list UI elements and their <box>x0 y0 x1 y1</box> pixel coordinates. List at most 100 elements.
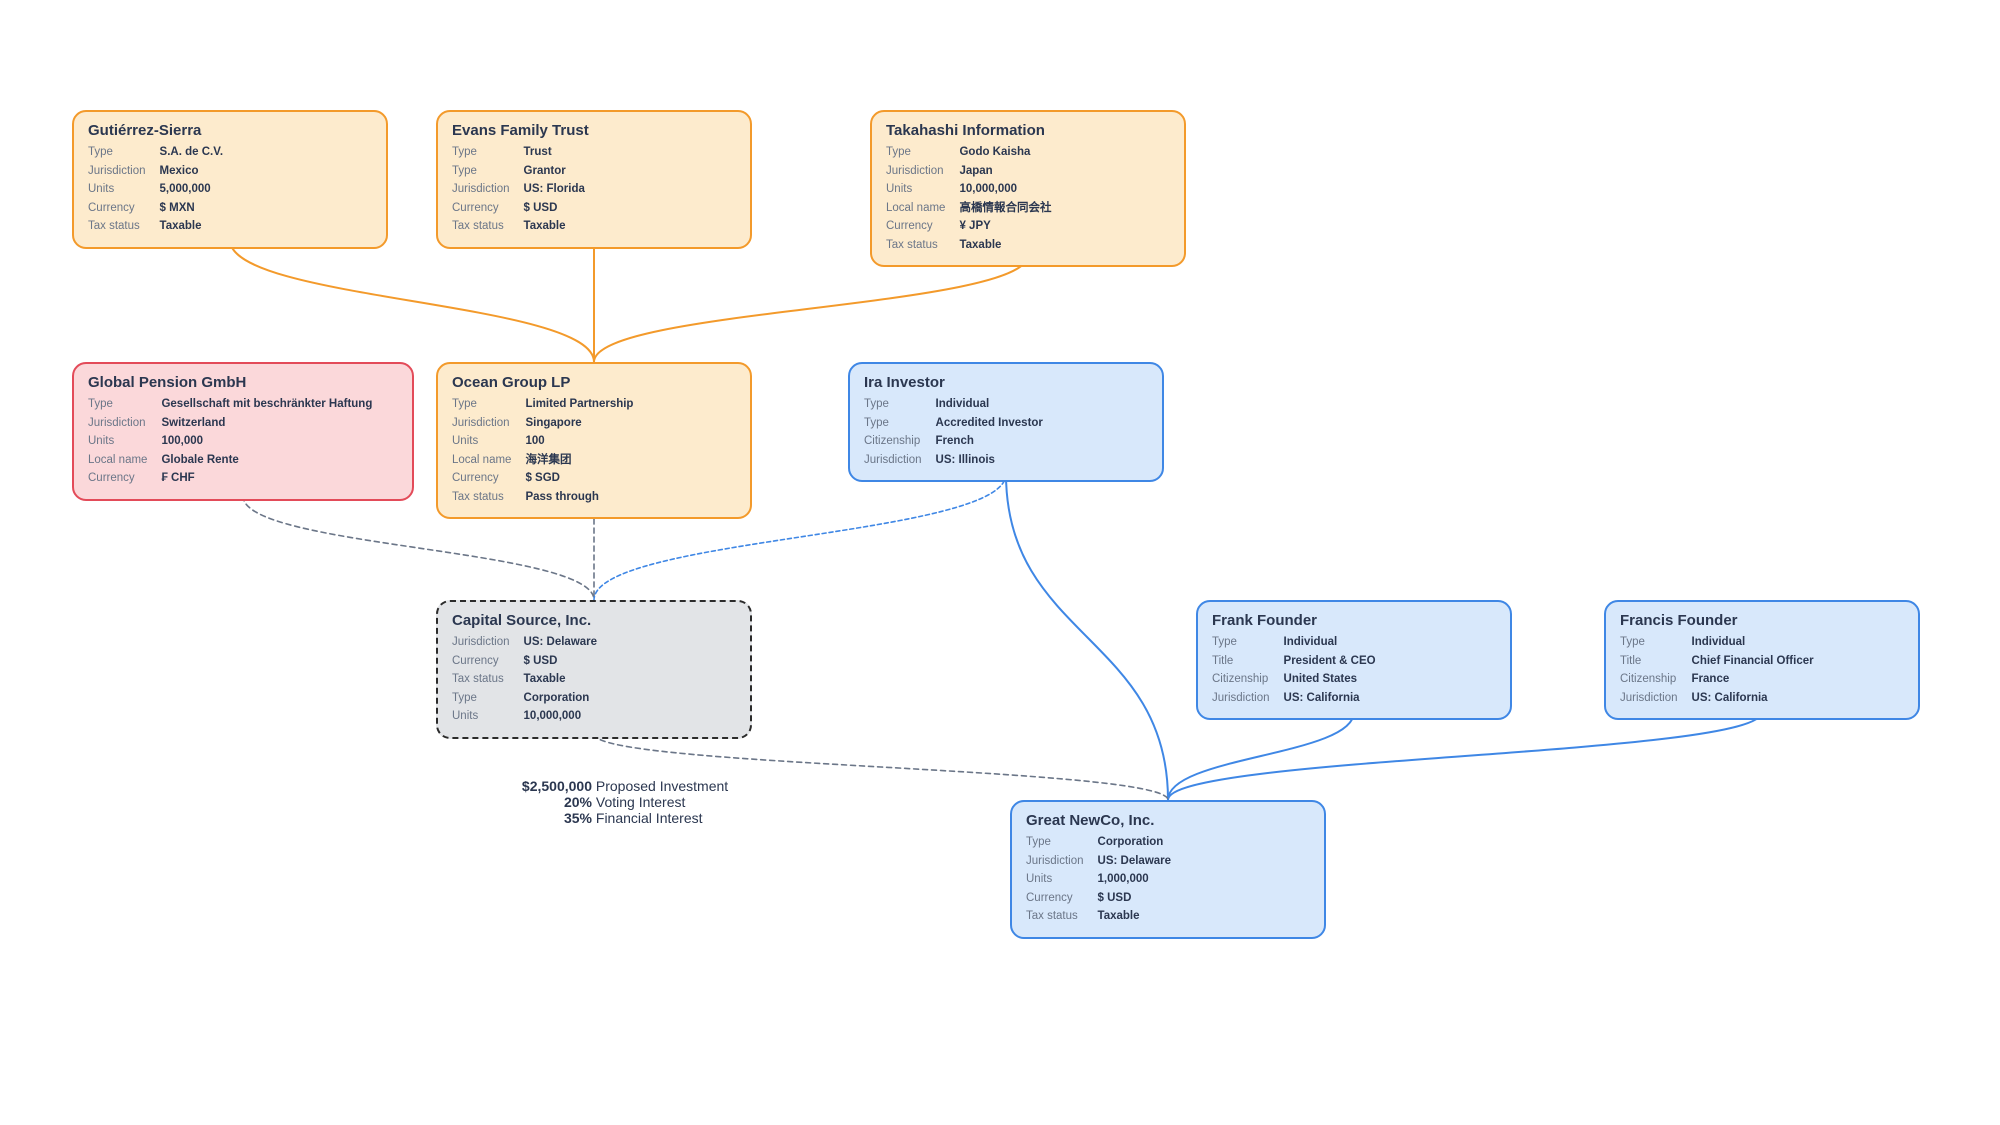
row-label: Currency <box>452 201 510 217</box>
row-value: Japan <box>959 164 1170 180</box>
row-label: Local name <box>452 453 511 469</box>
row-label: Type <box>452 164 510 180</box>
row-value: President & CEO <box>1284 654 1496 670</box>
row-value: Taxable <box>959 238 1170 254</box>
row-value: Taxable <box>160 219 372 235</box>
row-value: Switzerland <box>161 416 398 432</box>
row-value: Taxable <box>524 672 736 688</box>
row-value: 10,000,000 <box>959 182 1170 198</box>
node-ocean[interactable]: Ocean Group LPTypeLimited PartnershipJur… <box>436 362 752 519</box>
node-francis[interactable]: Francis FounderTypeIndividualTitleChief … <box>1604 600 1920 720</box>
row-label: Type <box>88 145 146 161</box>
edge-takahashi-to-ocean <box>594 255 1028 362</box>
row-value: Singapore <box>525 416 736 432</box>
node-rows: TypeIndividualTitleChief Financial Offic… <box>1620 635 1904 706</box>
edge-francis-to-newco <box>1168 712 1762 800</box>
row-label: Tax status <box>452 490 511 506</box>
edge-frank-to-newco <box>1168 712 1354 800</box>
node-title: Global Pension GmbH <box>88 374 398 391</box>
node-title: Capital Source, Inc. <box>452 612 736 629</box>
row-label: Type <box>88 397 147 413</box>
row-value: 10,000,000 <box>524 709 736 725</box>
row-label: Jurisdiction <box>886 164 945 180</box>
row-value: ¥ JPY <box>959 219 1170 235</box>
row-label: Jurisdiction <box>452 635 510 651</box>
node-takahashi[interactable]: Takahashi InformationTypeGodo KaishaJuri… <box>870 110 1186 267</box>
row-label: Jurisdiction <box>1620 691 1678 707</box>
row-label: Tax status <box>452 672 510 688</box>
row-value: Corporation <box>524 691 736 707</box>
legend-line: 35% Financial Interest <box>482 810 728 826</box>
row-label: Jurisdiction <box>864 453 922 469</box>
row-label: Type <box>452 691 510 707</box>
row-label: Title <box>1212 654 1270 670</box>
row-label: Type <box>1026 835 1084 851</box>
diagram-canvas: Gutiérrez-SierraTypeS.A. de C.V.Jurisdic… <box>0 0 2000 1125</box>
row-label: Type <box>452 397 511 413</box>
row-label: Tax status <box>88 219 146 235</box>
row-value: Limited Partnership <box>525 397 736 413</box>
legend-line: $2,500,000 Proposed Investment <box>482 778 728 794</box>
row-label: Currency <box>88 201 146 217</box>
row-label: Currency <box>886 219 945 235</box>
edge-gutierrez-to-ocean <box>230 240 594 362</box>
node-rows: Type Limited Partnership Jurisdiction Singa… <box>452 397 736 505</box>
row-value: Godo Kaisha <box>959 145 1170 161</box>
investment-legend: $2,500,000 Proposed Investment20% Voting… <box>482 778 728 826</box>
row-label: Jurisdiction <box>88 164 146 180</box>
row-label: Jurisdiction <box>1026 854 1084 870</box>
row-value: Gesellschaft mit beschränkter Haftung <box>161 397 398 413</box>
node-ira[interactable]: Ira InvestorTypeIndividualTypeAccredited… <box>848 362 1164 482</box>
node-rows: TypeIndividualTitlePresident & CEOCitize… <box>1212 635 1496 706</box>
row-label: Jurisdiction <box>452 182 510 198</box>
row-value: US: Delaware <box>524 635 736 651</box>
row-label: Citizenship <box>1620 672 1678 688</box>
node-title: Gutiérrez-Sierra <box>88 122 372 139</box>
row-value: 100 <box>525 434 736 450</box>
row-label: Units <box>452 709 510 725</box>
edge-ira-to-newco <box>1006 474 1168 800</box>
row-value: 1,000,000 <box>1098 872 1310 888</box>
node-rows: TypeIndividualTypeAccredited InvestorCit… <box>864 397 1148 468</box>
row-label: Currency <box>88 471 147 487</box>
row-value: $ MXN <box>160 201 372 217</box>
row-label: Type <box>452 145 510 161</box>
row-value: French <box>936 434 1148 450</box>
row-value: US: California <box>1692 691 1904 707</box>
row-value: US: Illinois <box>936 453 1148 469</box>
row-label: Jurisdiction <box>452 416 511 432</box>
row-label: Citizenship <box>1212 672 1270 688</box>
row-label: Type <box>864 416 922 432</box>
row-label: Local name <box>88 453 147 469</box>
row-value: $ USD <box>1098 891 1310 907</box>
node-rows: Type Gesellschaft mit beschränkter Haftun… <box>88 397 398 487</box>
row-value: $ USD <box>524 654 736 670</box>
node-capsrc[interactable]: Capital Source, Inc. Jurisdiction US: Dela… <box>436 600 752 739</box>
row-label: Citizenship <box>864 434 922 450</box>
row-label: Units <box>1026 872 1084 888</box>
row-value: ₣ CHF <box>161 471 398 487</box>
row-label: Type <box>886 145 945 161</box>
node-rows: JurisdictionUS: DelawareCurrency$ USDTax… <box>452 635 736 725</box>
node-gmbh[interactable]: Global Pension GmbH Type Gesellschaft mit … <box>72 362 414 501</box>
node-gutierrez[interactable]: Gutiérrez-SierraTypeS.A. de C.V.Jurisdic… <box>72 110 388 249</box>
row-value: 100,000 <box>161 434 398 450</box>
row-value: Individual <box>1692 635 1904 651</box>
row-label: Type <box>864 397 922 413</box>
node-newco[interactable]: Great NewCo, Inc. Type Corporation Jurisdic… <box>1010 800 1326 939</box>
row-value: $ SGD <box>525 471 736 487</box>
node-evans[interactable]: Evans Family TrustTypeTrustTypeGrantorJu… <box>436 110 752 249</box>
row-value: US: Florida <box>524 182 736 198</box>
row-value: Corporation <box>1098 835 1310 851</box>
node-title: Great NewCo, Inc. <box>1026 812 1310 829</box>
node-frank[interactable]: Frank FounderTypeIndividualTitlePresiden… <box>1196 600 1512 720</box>
row-label: Tax status <box>1026 909 1084 925</box>
row-value: Globale Rente <box>161 453 398 469</box>
row-value: United States <box>1284 672 1496 688</box>
row-value: Accredited Investor <box>936 416 1148 432</box>
row-value: Taxable <box>1098 909 1310 925</box>
row-value: Taxable <box>524 219 736 235</box>
row-label: Type <box>1212 635 1270 651</box>
row-label: Type <box>1620 635 1678 651</box>
node-title: Evans Family Trust <box>452 122 736 139</box>
